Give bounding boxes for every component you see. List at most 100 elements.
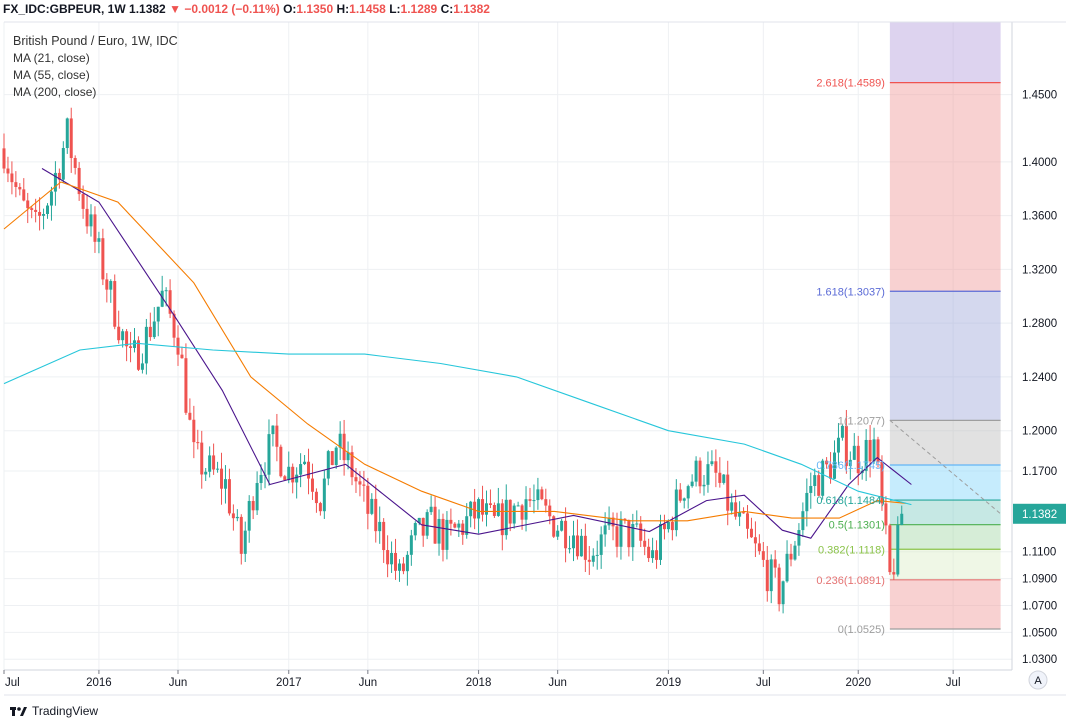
candle-body (504, 499, 508, 536)
candle-body (753, 537, 757, 544)
candle-body (394, 552, 398, 571)
candle-body (900, 513, 904, 525)
y-tick-label: 1.3200 (1022, 264, 1057, 276)
candle-body (176, 337, 180, 355)
tradingview-brand[interactable]: TradingView (10, 704, 98, 718)
candle-body (876, 439, 880, 463)
candle-body (101, 238, 105, 280)
candle-body (888, 525, 892, 573)
candle-body (180, 354, 184, 359)
candle-body (421, 517, 425, 536)
symbol-header: FX_IDC:GBPEUR, 1W 1.1382 ▼ −0.0012 (−0.1… (3, 2, 490, 16)
candle-body (591, 555, 595, 562)
legend-ma200[interactable]: MA (200, close) (13, 85, 97, 99)
candle-body (500, 503, 504, 536)
candle-body (536, 489, 540, 501)
candle-body (805, 492, 809, 512)
y-tick-label: 1.4000 (1022, 157, 1057, 169)
candle-body (93, 214, 97, 242)
candle-body (133, 340, 137, 348)
candle-body (429, 506, 433, 513)
candle-body (105, 279, 109, 290)
candle-body (461, 523, 465, 535)
candle-body (49, 191, 53, 206)
candle-body (706, 464, 710, 485)
last-price: 1.1382 (129, 2, 166, 16)
candle-body (42, 214, 46, 216)
candle-body (813, 475, 817, 486)
candle-body (251, 500, 255, 511)
auto-scale-button[interactable] (1028, 670, 1048, 690)
candle-body (785, 553, 789, 582)
candle-body (658, 523, 662, 560)
candle-body (334, 447, 338, 466)
candle-body (666, 521, 670, 530)
x-tick-label: 2020 (845, 677, 871, 689)
candle-body (694, 460, 698, 482)
fib-band (889, 579, 1001, 629)
candle-body (223, 479, 227, 489)
candle-body (457, 523, 461, 528)
candle-body (370, 498, 374, 514)
legend-title[interactable]: British Pound / Euro, 1W, IDC (13, 34, 178, 48)
candle-body (789, 553, 793, 560)
candle-body (401, 563, 405, 572)
fibonacci-extension[interactable] (889, 22, 1001, 630)
fib-level-label: 2.618(1.4589) (816, 78, 885, 90)
candlesticks (2, 107, 904, 614)
candle-body (69, 118, 73, 159)
chart-legend: British Pound / Euro, 1W, IDC MA (21, cl… (13, 33, 178, 101)
candle-body (496, 503, 500, 516)
fib-level-label: 1(1.2077) (838, 415, 885, 427)
candle-body (307, 461, 311, 479)
legend-ma21[interactable]: MA (21, close) (13, 51, 90, 65)
candle-body (279, 446, 283, 477)
candle-body (587, 559, 591, 562)
candle-body (188, 412, 192, 420)
candle-body (492, 504, 496, 516)
legend-ma55[interactable]: MA (55, close) (13, 68, 90, 82)
candle-body (73, 158, 77, 168)
candle-body (734, 502, 738, 517)
high-value: 1.1458 (349, 2, 386, 16)
candle-body (283, 476, 287, 481)
candle-body (136, 340, 140, 370)
candle-body (520, 505, 524, 520)
candle-body (607, 517, 611, 526)
candle-body (556, 530, 560, 537)
candle-body (718, 472, 722, 483)
candle-body (484, 503, 488, 515)
fib-level-label: 0(1.0525) (838, 624, 885, 636)
candle-body (346, 452, 350, 461)
candle-body (840, 425, 844, 438)
x-tick-label: Jul (946, 677, 961, 689)
price-change: −0.0012 (−0.11%) (184, 2, 280, 16)
candle-body (797, 530, 801, 546)
candle-body (872, 439, 876, 462)
fib-level-label: 0.5(1.1301) (829, 520, 885, 532)
candle-body (702, 484, 706, 487)
brand-name: TradingView (32, 704, 99, 718)
candle-body (358, 481, 362, 485)
y-tick-label: 1.4500 (1022, 90, 1057, 102)
y-tick-label: 1.1700 (1022, 466, 1057, 478)
candle-body (405, 554, 409, 572)
candle-body (896, 524, 900, 575)
candle-body (160, 290, 164, 307)
candle-body (322, 478, 326, 512)
candle-body (884, 503, 888, 526)
candle-body (488, 503, 492, 505)
candle-body (892, 572, 896, 575)
candle-body (761, 551, 765, 560)
x-tick-label: Jul (5, 677, 20, 689)
candle-body (481, 499, 485, 515)
candle-body (77, 167, 81, 195)
fib-band (889, 82, 1001, 292)
candle-body (303, 461, 307, 465)
candle-body (579, 535, 583, 557)
candle-body (611, 517, 615, 527)
current-price-label: 1.1382 (1022, 509, 1057, 521)
candle-body (599, 534, 603, 555)
candle-body (801, 511, 805, 531)
